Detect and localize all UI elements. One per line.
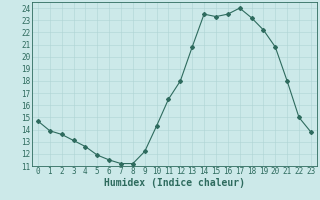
X-axis label: Humidex (Indice chaleur): Humidex (Indice chaleur) — [104, 178, 245, 188]
